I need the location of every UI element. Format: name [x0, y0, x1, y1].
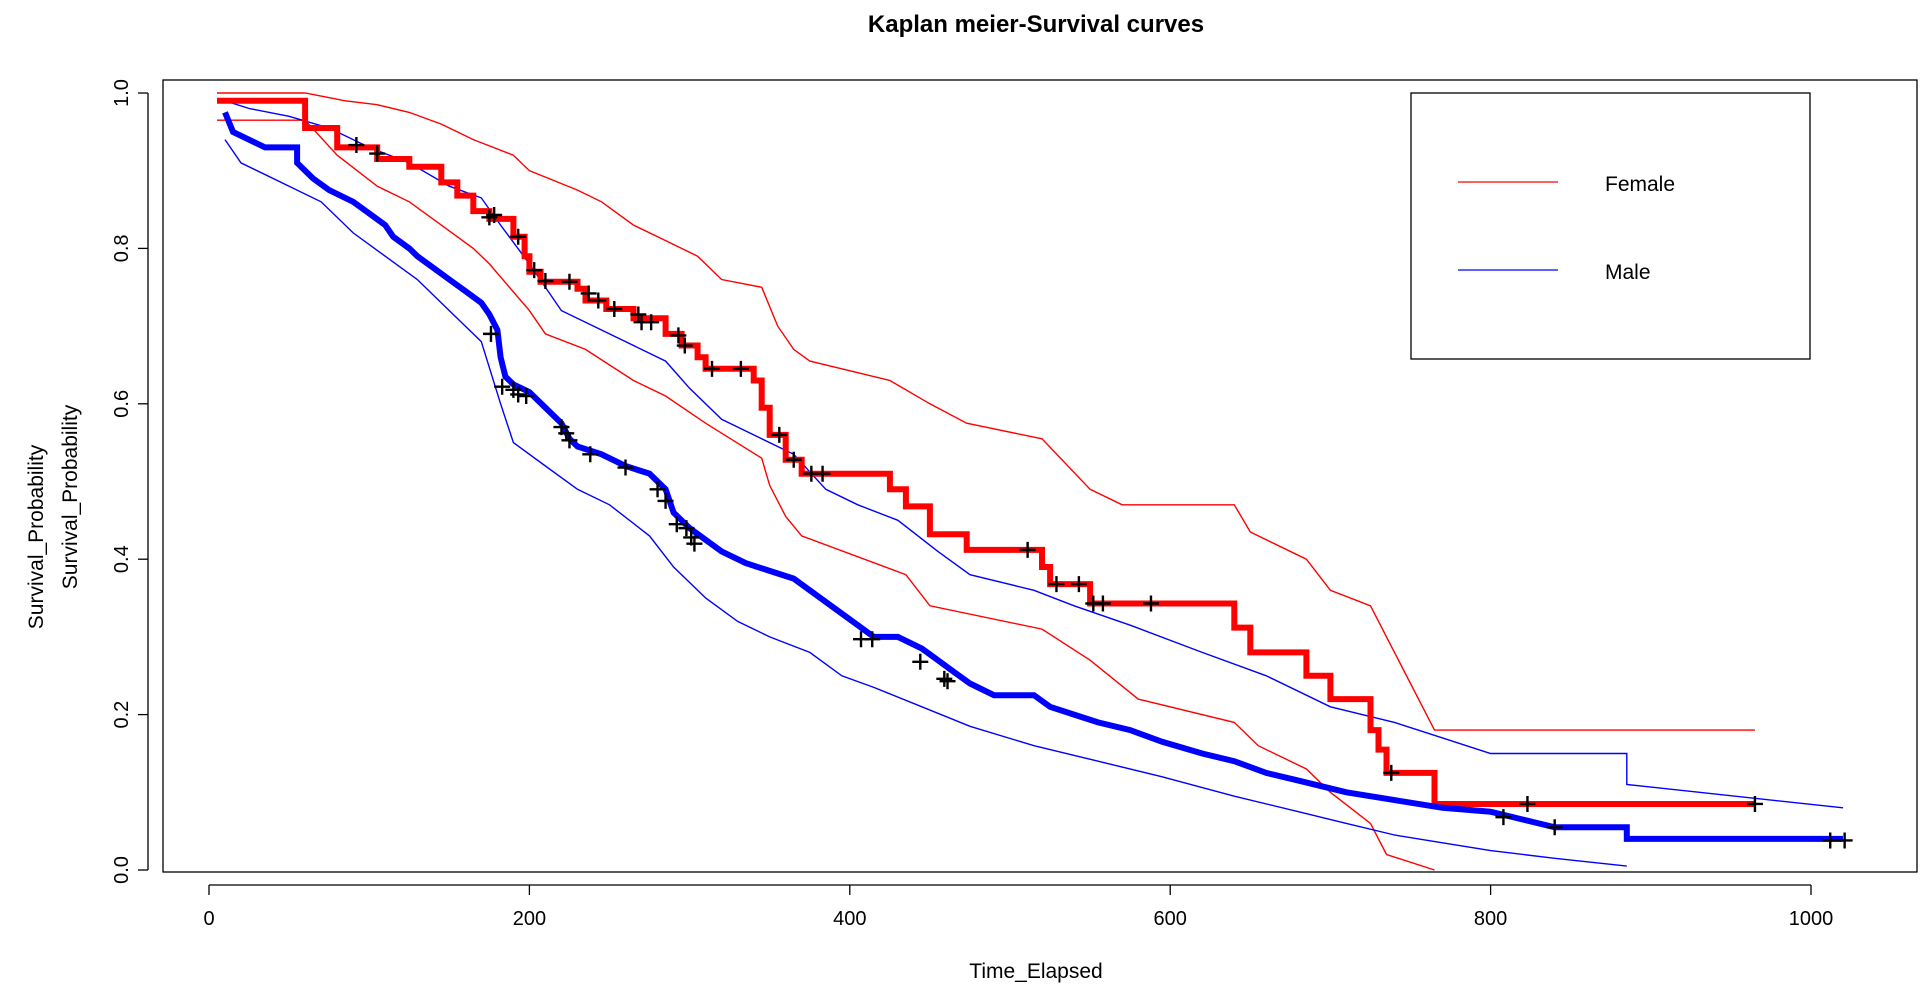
x-tick-label: 200 [513, 908, 546, 930]
censor-mark-male [686, 535, 703, 552]
y-axis-label: Survival_Probability [25, 444, 48, 629]
series-male-estimate [222, 111, 1843, 842]
y-tick-label: 1.0 [111, 79, 133, 107]
censor-mark-male [1836, 832, 1853, 849]
censor-mark-male [939, 673, 956, 690]
series-male-lower-ci [224, 139, 1627, 867]
censor-mark-female [1019, 541, 1036, 558]
censor-marks [348, 137, 1853, 849]
legend-female-label: Female [1605, 173, 1675, 196]
censor-mark-female [1519, 795, 1536, 812]
censor-mark-male [936, 670, 953, 687]
censor-mark-female [537, 273, 554, 290]
x-tick-label: 400 [833, 908, 866, 930]
censor-mark-female [486, 206, 503, 223]
censor-mark-female [1142, 595, 1159, 612]
censor-mark-male [494, 378, 511, 395]
censor-mark-female [510, 228, 527, 245]
censor-mark-female [704, 360, 721, 377]
legend-box [1410, 92, 1811, 360]
censor-mark-female [630, 306, 647, 323]
censor-mark-female [814, 465, 831, 482]
censor-mark-male [678, 520, 695, 537]
censor-mark-male [657, 492, 674, 509]
x-tick-label: 800 [1474, 908, 1507, 930]
y-tick-label: 0.2 [111, 701, 133, 729]
chart-title: Kaplan meier-Survival curves [868, 11, 1204, 38]
legend: Female Male [1410, 92, 1811, 360]
x-axis-label: Time_Elapsed [969, 960, 1102, 983]
censor-mark-female [580, 285, 597, 302]
axes: 0 200 400 600 800 1000 0.0 0.2 0.4 0.6 0.8 1.0 [111, 79, 1833, 930]
x-tick-label: 1000 [1789, 908, 1834, 930]
censor-mark-female [1746, 795, 1763, 812]
series-female-lower-ci [217, 119, 1435, 871]
censor-mark-male [1822, 832, 1839, 849]
censor-mark-male [510, 386, 527, 403]
censor-mark-female [732, 360, 749, 377]
censor-mark-female [526, 262, 543, 279]
y-tick-label: 0.8 [111, 234, 133, 262]
censor-mark-female [606, 301, 623, 318]
series-female-estimate [217, 97, 1755, 807]
censor-mark-male [912, 653, 929, 670]
x-tick-label: 0 [203, 908, 214, 930]
censor-mark-male [1546, 819, 1563, 836]
censor-mark-female [1070, 576, 1087, 593]
censor-mark-female [1094, 595, 1111, 612]
plot-frame [162, 79, 1918, 873]
censor-mark-female [348, 137, 365, 154]
censor-mark-male [518, 388, 535, 405]
censor-mark-female [676, 337, 693, 354]
censor-mark-female [771, 426, 788, 443]
censor-mark-male [864, 631, 881, 648]
series-female-upper-ci [217, 92, 1755, 731]
censor-mark-male [582, 446, 599, 463]
y-tick-label: 0.6 [111, 390, 133, 418]
x-tick-label: 600 [1154, 908, 1187, 930]
censor-mark-male [668, 516, 685, 533]
y-tick-label: 0.0 [111, 856, 133, 884]
censor-mark-female [1048, 576, 1065, 593]
censor-mark-female [590, 292, 607, 309]
censor-mark-male [1495, 809, 1512, 826]
censor-mark-female [643, 314, 660, 331]
censor-mark-male [617, 459, 634, 476]
censor-mark-female [561, 273, 578, 290]
y-axis-label-secondary: Survival_Probability [59, 404, 82, 589]
censor-mark-female [369, 145, 386, 162]
censor-mark-female [670, 327, 687, 344]
y-tick-label: 0.4 [111, 545, 133, 573]
censor-mark-female [1383, 764, 1400, 781]
censor-mark-male [558, 425, 575, 442]
censor-mark-male [482, 325, 499, 342]
censor-mark-female [785, 451, 802, 468]
legend-male-label: Male [1605, 261, 1651, 284]
censor-mark-male [649, 481, 666, 498]
censor-mark-male [561, 432, 578, 449]
